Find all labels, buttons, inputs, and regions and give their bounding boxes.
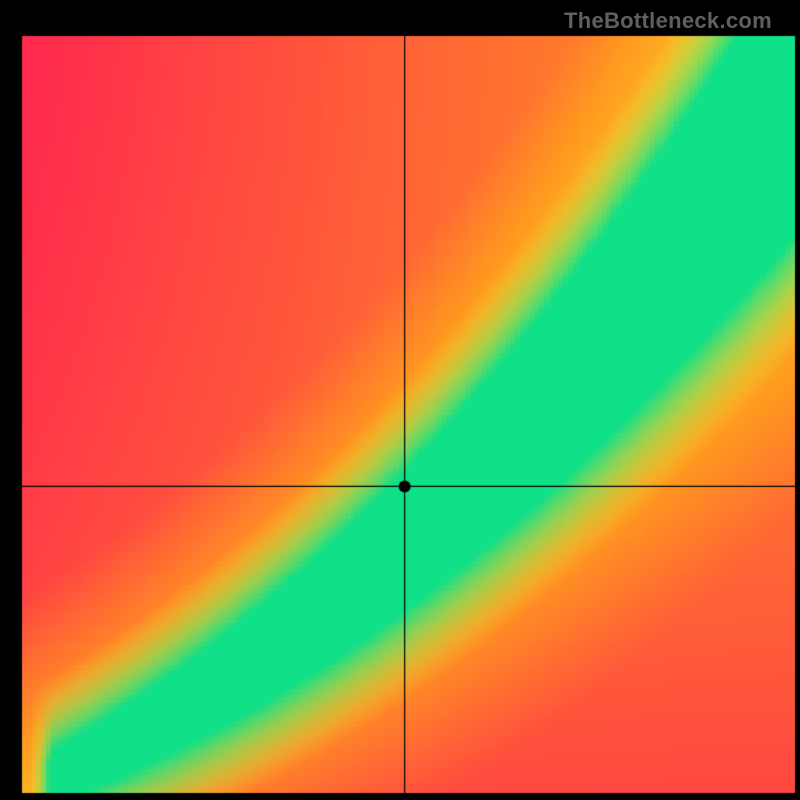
bottleneck-heatmap — [0, 0, 800, 800]
watermark-text: TheBottleneck.com — [564, 8, 772, 34]
